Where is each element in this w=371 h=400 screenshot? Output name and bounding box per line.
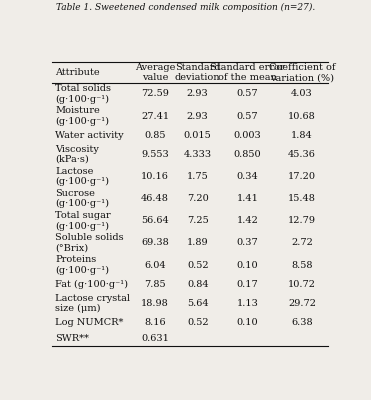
Text: 0.52: 0.52: [187, 318, 209, 327]
Text: 8.58: 8.58: [291, 261, 313, 270]
Text: 1.13: 1.13: [236, 299, 258, 308]
Text: Sucrose
(g·100·g⁻¹): Sucrose (g·100·g⁻¹): [55, 189, 109, 208]
Text: 0.850: 0.850: [234, 150, 261, 159]
Text: 0.34: 0.34: [237, 172, 258, 181]
Text: 10.72: 10.72: [288, 280, 316, 289]
Text: 56.64: 56.64: [141, 216, 169, 225]
Text: Standard
deviation: Standard deviation: [175, 63, 220, 82]
Text: 45.36: 45.36: [288, 150, 316, 159]
Text: 5.64: 5.64: [187, 299, 209, 308]
Text: 7.20: 7.20: [187, 194, 209, 203]
Text: 0.003: 0.003: [233, 131, 261, 140]
Text: Proteins
(g·100·g⁻¹): Proteins (g·100·g⁻¹): [55, 255, 109, 275]
Text: 18.98: 18.98: [141, 299, 169, 308]
Text: 2.72: 2.72: [291, 238, 313, 248]
Text: Standard error
of the mean: Standard error of the mean: [210, 63, 285, 82]
Text: 8.16: 8.16: [144, 318, 166, 327]
Text: Fat (g·100·g⁻¹): Fat (g·100·g⁻¹): [55, 280, 128, 289]
Text: 10.16: 10.16: [141, 172, 169, 181]
Text: 29.72: 29.72: [288, 299, 316, 308]
Text: 2.93: 2.93: [187, 89, 209, 98]
Text: 0.015: 0.015: [184, 131, 211, 140]
Text: 0.10: 0.10: [237, 318, 258, 327]
Text: 0.37: 0.37: [237, 238, 258, 248]
Text: Lactose
(g·100·g⁻¹): Lactose (g·100·g⁻¹): [55, 167, 109, 186]
Text: Average
value: Average value: [135, 63, 175, 82]
Text: 15.48: 15.48: [288, 194, 316, 203]
Text: 9.553: 9.553: [141, 150, 169, 159]
Text: 1.84: 1.84: [291, 131, 313, 140]
Text: 6.38: 6.38: [291, 318, 313, 327]
Text: 72.59: 72.59: [141, 89, 169, 98]
Text: Total sugar
(g·100·g⁻¹): Total sugar (g·100·g⁻¹): [55, 211, 111, 230]
Text: 0.57: 0.57: [237, 112, 258, 120]
Text: 12.79: 12.79: [288, 216, 316, 225]
Text: 1.89: 1.89: [187, 238, 209, 248]
Text: Log NUMCR*: Log NUMCR*: [55, 318, 124, 327]
Text: 0.52: 0.52: [187, 261, 209, 270]
Text: 0.10: 0.10: [237, 261, 258, 270]
Text: Table 1. Sweetened condensed milk composition (n=27).: Table 1. Sweetened condensed milk compos…: [56, 3, 315, 12]
Text: 17.20: 17.20: [288, 172, 316, 181]
Text: Attribute: Attribute: [55, 68, 100, 77]
Text: 7.25: 7.25: [187, 216, 209, 225]
Text: SWR**: SWR**: [55, 334, 89, 343]
Text: 46.48: 46.48: [141, 194, 169, 203]
Text: Total solids
(g·100·g⁻¹): Total solids (g·100·g⁻¹): [55, 84, 111, 104]
Text: 10.68: 10.68: [288, 112, 316, 120]
Text: Lactose crystal
size (μm): Lactose crystal size (μm): [55, 294, 130, 313]
Text: 1.75: 1.75: [187, 172, 209, 181]
Text: Water activity: Water activity: [55, 131, 124, 140]
Text: 4.333: 4.333: [184, 150, 212, 159]
Text: 27.41: 27.41: [141, 112, 169, 120]
Text: 2.93: 2.93: [187, 112, 209, 120]
Text: Soluble solids
(°Brix): Soluble solids (°Brix): [55, 233, 124, 253]
Text: 4.03: 4.03: [291, 89, 313, 98]
Text: Moisture
(g·100·g⁻¹): Moisture (g·100·g⁻¹): [55, 106, 109, 126]
Text: 0.57: 0.57: [237, 89, 258, 98]
Text: 7.85: 7.85: [144, 280, 166, 289]
Text: Coefficient of
variation (%): Coefficient of variation (%): [269, 63, 335, 82]
Text: 1.42: 1.42: [236, 216, 258, 225]
Text: Viscosity
(kPa·s): Viscosity (kPa·s): [55, 144, 99, 164]
Text: 0.85: 0.85: [144, 131, 166, 140]
Text: 0.17: 0.17: [237, 280, 258, 289]
Text: 69.38: 69.38: [141, 238, 169, 248]
Text: 0.84: 0.84: [187, 280, 209, 289]
Text: 1.41: 1.41: [236, 194, 258, 203]
Text: 0.631: 0.631: [141, 334, 169, 343]
Text: 6.04: 6.04: [144, 261, 166, 270]
